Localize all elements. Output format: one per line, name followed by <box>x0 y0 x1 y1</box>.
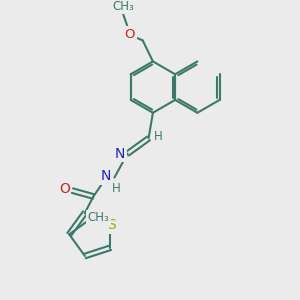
Text: O: O <box>124 28 135 41</box>
Text: S: S <box>107 218 116 233</box>
Text: O: O <box>59 182 70 196</box>
Text: N: N <box>101 169 111 183</box>
Text: CH₃: CH₃ <box>112 0 134 13</box>
Text: H: H <box>154 130 163 143</box>
Text: H: H <box>112 182 121 195</box>
Text: CH₃: CH₃ <box>88 211 109 224</box>
Text: N: N <box>115 147 125 160</box>
